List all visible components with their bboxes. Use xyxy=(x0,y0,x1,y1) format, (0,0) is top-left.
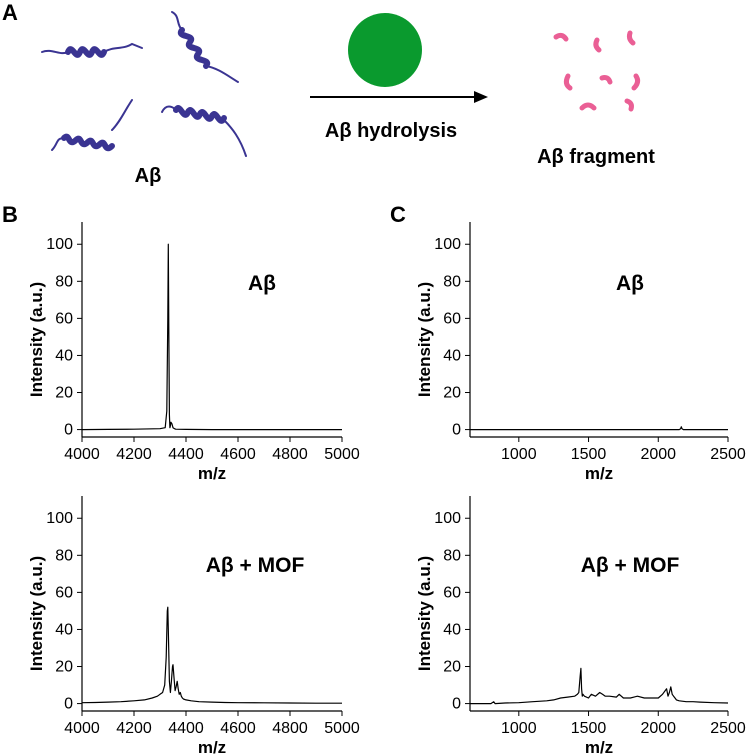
inset-label: Aβ + MOF xyxy=(206,554,305,577)
y-tick-label: 100 xyxy=(46,236,73,253)
y-tick-label: 20 xyxy=(443,385,461,402)
panel-letter-b: B xyxy=(2,202,18,227)
y-axis-label: Intensity (a.u.) xyxy=(415,282,434,397)
reaction-arrow-icon xyxy=(310,91,488,103)
x-tick-label: 5000 xyxy=(324,720,360,737)
x-tick-label: 4400 xyxy=(168,720,204,737)
y-tick-label: 0 xyxy=(64,422,73,439)
spectrum-line xyxy=(81,243,342,431)
chart-c-top: 1000 1500 2000 2500 0 20 40 60 80 100 m/z Intensity… xyxy=(415,222,746,483)
chart-c-bottom: 1000 1500 2000 2500 0 20 40 60 80 100 m/z Intensity… xyxy=(415,496,746,755)
product-label: Aβ fragment xyxy=(537,146,655,168)
peptide-helix-icon xyxy=(41,11,247,157)
y-tick-label: 40 xyxy=(443,347,461,364)
x-tick-label: 2500 xyxy=(710,720,746,737)
y-axis-label: Intensity (a.u.) xyxy=(27,556,46,671)
y-tick-label: 40 xyxy=(55,347,73,364)
arrow-label: Aβ hydrolysis xyxy=(325,120,457,142)
y-tick-label: 0 xyxy=(452,696,461,713)
y-tick-label: 20 xyxy=(55,659,73,676)
y-tick-label: 100 xyxy=(434,236,461,253)
inset-label: Aβ + MOF xyxy=(581,554,680,577)
x-axis-label: m/z xyxy=(198,464,226,483)
y-tick-label: 20 xyxy=(55,385,73,402)
x-tick-label: 4600 xyxy=(220,446,256,463)
x-axis-label: m/z xyxy=(585,738,613,755)
y-tick-label: 40 xyxy=(443,621,461,638)
x-axis-label: m/z xyxy=(585,464,613,483)
x-tick-label: 1500 xyxy=(571,720,607,737)
x-tick-label: 4800 xyxy=(272,720,308,737)
x-tick-label: 1500 xyxy=(571,446,607,463)
x-tick-label: 4200 xyxy=(116,720,152,737)
x-tick-label: 5000 xyxy=(324,446,360,463)
y-tick-label: 80 xyxy=(443,273,461,290)
spectrum-line xyxy=(81,606,342,704)
x-tick-label: 4200 xyxy=(116,446,152,463)
x-tick-label: 4400 xyxy=(168,446,204,463)
fragment-icon xyxy=(553,30,641,112)
x-tick-label: 4600 xyxy=(220,720,256,737)
x-tick-label: 4800 xyxy=(272,446,308,463)
y-tick-label: 100 xyxy=(434,510,461,527)
x-tick-label: 4000 xyxy=(64,720,100,737)
y-tick-label: 60 xyxy=(55,584,73,601)
y-tick-label: 60 xyxy=(443,310,461,327)
y-tick-label: 100 xyxy=(46,510,73,527)
spectrum-line xyxy=(470,426,728,431)
y-tick-label: 0 xyxy=(452,422,461,439)
x-tick-label: 4000 xyxy=(64,446,100,463)
y-axis-label: Intensity (a.u.) xyxy=(415,556,434,671)
mof-sphere-icon xyxy=(348,13,422,87)
inset-label: Aβ xyxy=(616,272,644,295)
y-tick-label: 60 xyxy=(55,310,73,327)
peptide-label: Aβ xyxy=(135,165,162,187)
chart-b-bottom: 4000 4200 4400 4600 4800 5000 0 20 40 60 80 100 m/z I… xyxy=(27,496,360,755)
x-tick-label: 1000 xyxy=(501,720,537,737)
y-tick-label: 20 xyxy=(443,659,461,676)
panel-letter-c: C xyxy=(390,202,406,227)
y-tick-label: 40 xyxy=(55,621,73,638)
x-tick-label: 2000 xyxy=(640,446,676,463)
spectrum-line xyxy=(470,667,729,705)
chart-b-top: 4000 4200 4400 4600 4800 5000 0 20 40 60 80 100 m/z I… xyxy=(27,222,360,483)
x-tick-label: 2000 xyxy=(640,720,676,737)
panel-letter-a: A xyxy=(2,0,18,25)
x-tick-label: 1000 xyxy=(501,446,537,463)
x-axis-label: m/z xyxy=(198,738,226,755)
y-tick-label: 80 xyxy=(55,273,73,290)
y-tick-label: 80 xyxy=(443,547,461,564)
y-tick-label: 60 xyxy=(443,584,461,601)
inset-label: Aβ xyxy=(248,272,276,295)
x-tick-label: 2500 xyxy=(710,446,746,463)
y-axis-label: Intensity (a.u.) xyxy=(27,282,46,397)
y-tick-label: 0 xyxy=(64,696,73,713)
y-tick-label: 80 xyxy=(55,547,73,564)
